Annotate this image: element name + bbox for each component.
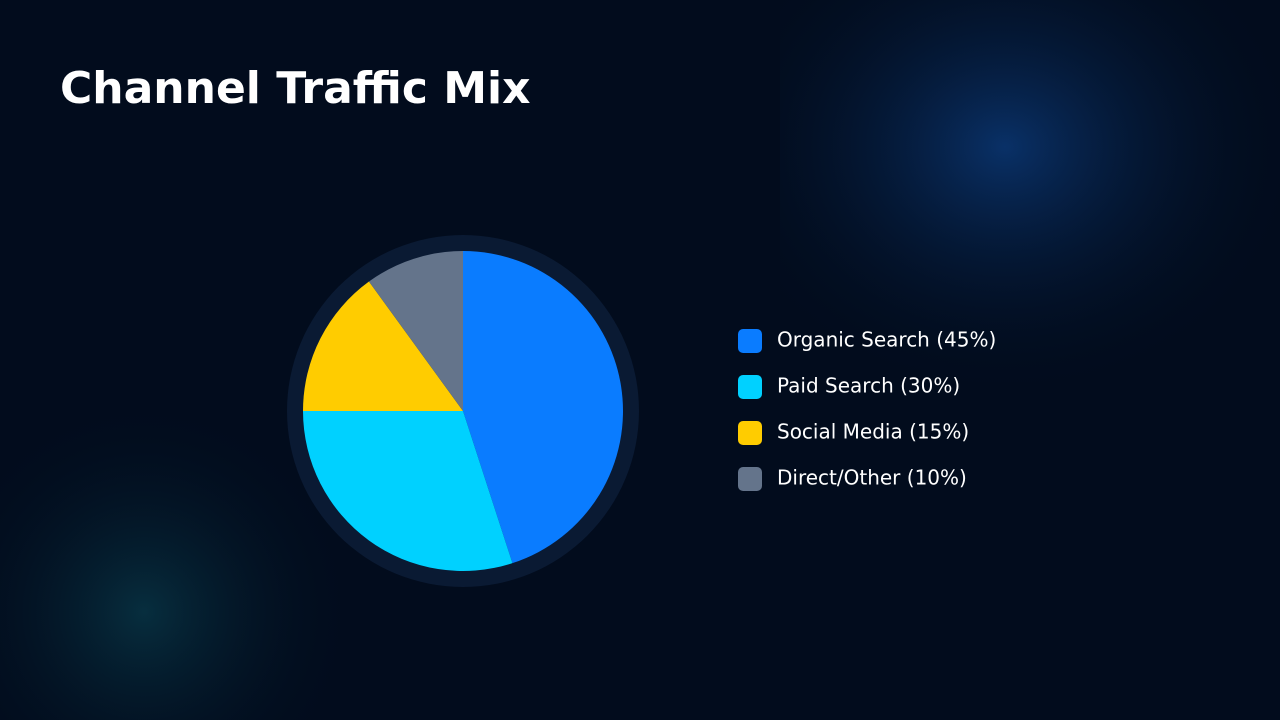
chart-title: Channel Traffic Mix [60,63,531,114]
legend-swatch [738,467,762,491]
legend-label: Paid Search (30%) [777,374,960,398]
legend-swatch [738,375,762,399]
pie-slice [303,411,513,571]
pie-slice [303,281,463,411]
legend-label: Social Media (15%) [777,420,969,444]
pie-slice [463,251,624,564]
legend-label: Organic Search (45%) [777,328,996,352]
pie-slice [368,251,463,411]
legend-swatch [738,329,762,353]
legend-swatch [738,421,762,445]
background-glow [780,0,1280,420]
legend-label: Direct/Other (10%) [777,466,967,490]
